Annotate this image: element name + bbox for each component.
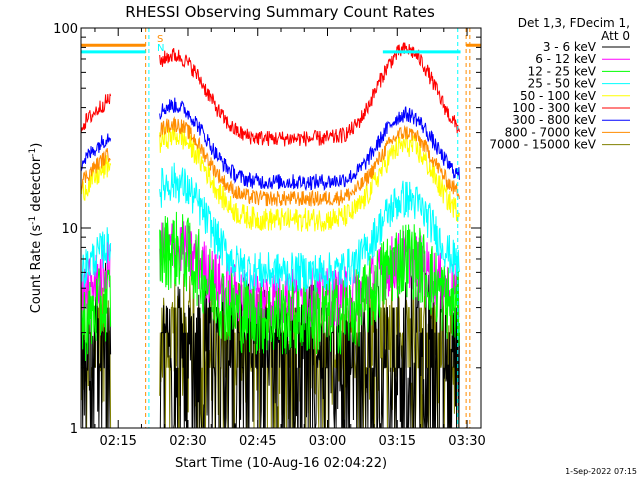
- series-line-12-25-kev: [81, 211, 460, 362]
- legend-entry-label: 12 - 25 keV: [528, 64, 597, 78]
- legend-header-line2: Att 0: [601, 29, 630, 43]
- y-tick-label: 100: [53, 22, 78, 37]
- x-axis: 02:15 02:30 02:45 03:00 03:15 03:30: [94, 28, 486, 449]
- legend-header-line1: Det 1,3, FDecim 1,: [518, 16, 630, 30]
- x-tick-label: 03:00: [309, 434, 346, 449]
- series-layer: [81, 42, 460, 428]
- x-tick-label: 02:45: [239, 434, 276, 449]
- y-tick-label: 1: [70, 422, 78, 437]
- x-tick-label: 02:15: [99, 434, 136, 449]
- y-axis: 1 10 100: [53, 22, 481, 437]
- x-tick-label: 03:30: [448, 434, 485, 449]
- x-axis-label: Start Time (10-Aug-16 02:04:22): [175, 456, 387, 471]
- y-tick-label: 10: [61, 222, 78, 237]
- x-tick-label: 03:15: [379, 434, 416, 449]
- y-axis-label: Count Rate (s-1 detector-1): [28, 143, 44, 314]
- series-line-800-7000-kev: [81, 116, 460, 207]
- series-line-50-100-kev: [81, 124, 460, 232]
- legend-entry-label: 300 - 800 keV: [512, 113, 596, 127]
- render-timestamp: 1-Sep-2022 07:15: [565, 467, 637, 476]
- series-line-25-50-kev: [81, 162, 460, 293]
- flag-mark-n: N: [157, 43, 164, 54]
- legend-entry-label: 7000 - 15000 keV: [489, 138, 596, 152]
- series-line-300-800-kev: [81, 97, 460, 192]
- legend-entry-label: 50 - 100 keV: [520, 89, 597, 103]
- chart-title: RHESSI Observing Summary Count Rates: [125, 3, 435, 21]
- series-line-6-12-kev: [81, 221, 460, 328]
- legend-entry-label: 3 - 6 keV: [543, 40, 597, 54]
- series-line-100-300-kev: [81, 42, 460, 147]
- legend-entry-label: 25 - 50 keV: [528, 77, 597, 91]
- legend-entry-label: 800 - 7000 keV: [505, 125, 597, 139]
- flag-layer: [81, 28, 481, 428]
- legend-entry-label: 100 - 300 keV: [512, 101, 596, 115]
- flag-mark-s: S: [157, 34, 163, 45]
- x-tick-label: 02:30: [169, 434, 206, 449]
- legend-entry-label: 6 - 12 keV: [535, 52, 597, 66]
